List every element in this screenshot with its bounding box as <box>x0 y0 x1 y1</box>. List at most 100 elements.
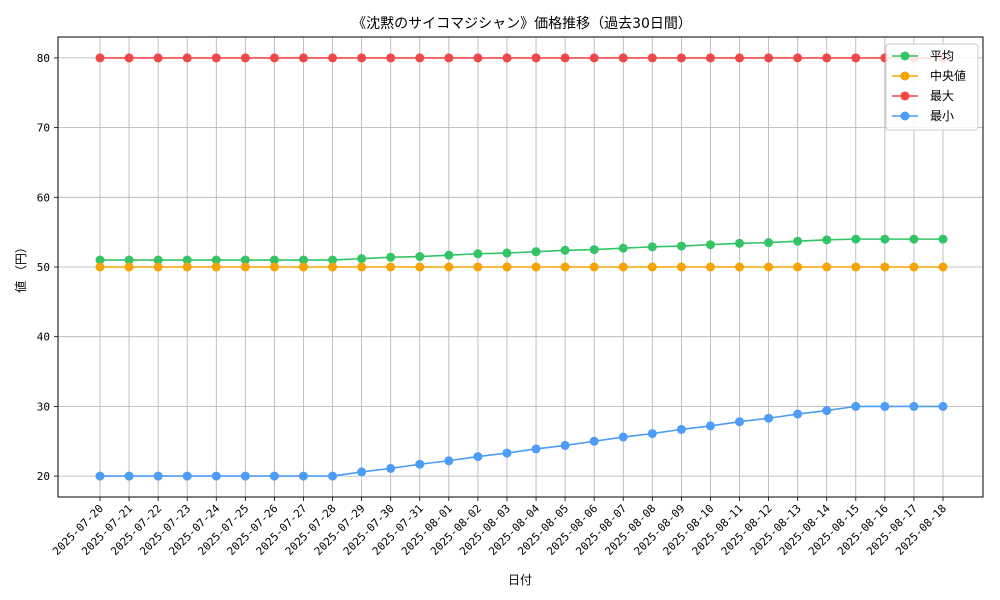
data-point <box>95 471 105 481</box>
data-point <box>153 53 163 63</box>
data-point <box>822 406 832 416</box>
data-point <box>95 255 105 265</box>
data-point <box>415 262 425 272</box>
data-point <box>938 262 948 272</box>
data-point <box>880 401 890 411</box>
data-point <box>240 471 250 481</box>
legend-item: 中央値 <box>892 68 966 83</box>
data-point <box>909 401 919 411</box>
data-point <box>182 262 192 272</box>
y-tick-label: 20 <box>37 470 50 483</box>
data-point <box>735 238 745 248</box>
data-point <box>851 53 861 63</box>
y-tick-label: 30 <box>37 400 50 413</box>
data-point <box>618 432 628 442</box>
data-point <box>676 241 686 251</box>
data-point <box>822 235 832 245</box>
data-point <box>589 436 599 446</box>
legend-item: 平均 <box>892 49 954 63</box>
data-point <box>938 234 948 244</box>
legend-marker <box>900 91 910 101</box>
data-point <box>415 252 425 262</box>
data-point <box>153 255 163 265</box>
data-point <box>909 262 919 272</box>
y-tick-label: 40 <box>37 331 50 344</box>
series-1 <box>95 262 948 272</box>
data-point <box>909 234 919 244</box>
data-point <box>211 53 221 63</box>
legend-marker <box>900 111 910 121</box>
data-point <box>211 255 221 265</box>
data-point <box>735 417 745 427</box>
data-point <box>880 262 890 272</box>
data-point <box>764 238 774 248</box>
series-line <box>100 238 943 261</box>
data-point <box>328 262 338 272</box>
y-tick-label: 80 <box>37 52 50 65</box>
data-point <box>764 53 774 63</box>
data-point <box>822 53 832 63</box>
data-point <box>618 53 628 63</box>
y-tick-label: 60 <box>37 191 50 204</box>
data-point <box>473 249 483 259</box>
series-3 <box>95 401 948 481</box>
legend-item: 最大 <box>892 89 954 103</box>
data-point <box>95 53 105 63</box>
data-point <box>328 53 338 63</box>
data-point <box>444 250 454 260</box>
data-point <box>444 456 454 466</box>
legend-label: 最小 <box>930 109 954 123</box>
series-layer <box>95 53 948 481</box>
data-point <box>357 467 367 477</box>
data-point <box>676 53 686 63</box>
data-point <box>415 53 425 63</box>
data-point <box>357 262 367 272</box>
data-point <box>764 413 774 423</box>
data-point <box>502 448 512 458</box>
data-point <box>386 262 396 272</box>
data-point <box>618 262 628 272</box>
data-point <box>822 262 832 272</box>
data-point <box>269 471 279 481</box>
data-point <box>618 243 628 253</box>
data-point <box>124 262 134 272</box>
data-point <box>851 401 861 411</box>
chart-title: 《沈黙のサイコマジシャン》価格推移（過去30日間） <box>352 16 692 32</box>
y-axis-label: 値 （円） <box>13 241 28 293</box>
series-line <box>100 405 943 477</box>
data-point <box>298 471 308 481</box>
data-point <box>357 254 367 264</box>
legend-label: 中央値 <box>930 68 966 83</box>
data-point <box>560 245 570 255</box>
y-tick-label: 50 <box>37 261 50 274</box>
x-axis-label: 日付 <box>508 573 532 587</box>
data-point <box>269 53 279 63</box>
data-point <box>298 255 308 265</box>
data-point <box>705 421 715 431</box>
data-point <box>240 53 250 63</box>
legend-marker <box>900 71 910 81</box>
y-tick-label: 70 <box>37 122 50 135</box>
data-point <box>386 53 396 63</box>
data-point <box>502 262 512 272</box>
data-point <box>589 245 599 255</box>
data-point <box>269 255 279 265</box>
data-point <box>153 471 163 481</box>
series-2 <box>95 53 948 63</box>
data-point <box>502 248 512 258</box>
data-point <box>328 255 338 265</box>
data-point <box>531 53 541 63</box>
data-point <box>735 262 745 272</box>
data-point <box>124 471 134 481</box>
legend-label: 最大 <box>930 89 954 103</box>
data-point <box>647 53 657 63</box>
data-point <box>473 262 483 272</box>
data-point <box>560 53 570 63</box>
data-point <box>647 242 657 252</box>
data-point <box>531 247 541 257</box>
data-point <box>298 53 308 63</box>
data-point <box>705 53 715 63</box>
data-point <box>502 53 512 63</box>
